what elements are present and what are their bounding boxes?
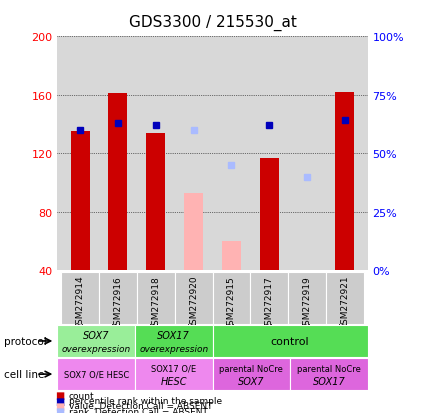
Bar	[71, 132, 90, 271]
Text: overexpression: overexpression	[62, 344, 131, 353]
Text: value, Detection Call = ABSENT: value, Detection Call = ABSENT	[69, 401, 212, 411]
Text: GSM272915: GSM272915	[227, 275, 236, 330]
Text: SOX7: SOX7	[238, 376, 264, 386]
Bar	[135, 325, 212, 357]
Bar	[222, 241, 241, 271]
Text: GSM272917: GSM272917	[265, 275, 274, 330]
Text: ■: ■	[55, 396, 65, 406]
Text: ■: ■	[55, 401, 65, 411]
Bar	[335, 93, 354, 271]
Text: SOX7: SOX7	[83, 330, 109, 340]
Text: GSM272920: GSM272920	[189, 275, 198, 330]
Text: GDS3300 / 215530_at: GDS3300 / 215530_at	[128, 14, 296, 31]
Text: GSM272916: GSM272916	[113, 275, 122, 330]
Text: parental NoCre: parental NoCre	[297, 364, 361, 373]
Text: control: control	[271, 336, 309, 346]
Bar	[61, 273, 99, 324]
Bar	[57, 358, 135, 390]
Text: count: count	[69, 391, 94, 400]
Text: overexpression: overexpression	[139, 344, 208, 353]
Text: SOX7 O/E HESC: SOX7 O/E HESC	[63, 370, 129, 379]
Bar	[260, 158, 279, 271]
Bar	[212, 273, 250, 324]
Bar	[212, 358, 290, 390]
Bar	[290, 358, 368, 390]
Text: HESC: HESC	[161, 376, 187, 386]
Bar	[57, 325, 135, 357]
Bar	[184, 193, 203, 271]
Bar	[99, 273, 137, 324]
Bar	[326, 273, 364, 324]
Text: ■: ■	[55, 390, 65, 400]
Text: SOX17: SOX17	[157, 330, 190, 340]
Text: cell line: cell line	[4, 369, 45, 379]
Bar	[250, 273, 288, 324]
Bar	[288, 273, 326, 324]
Bar	[146, 133, 165, 271]
Text: GSM272918: GSM272918	[151, 275, 160, 330]
Bar	[108, 94, 128, 271]
Bar	[175, 273, 212, 324]
Text: parental NoCre: parental NoCre	[219, 364, 283, 373]
Text: percentile rank within the sample: percentile rank within the sample	[69, 396, 222, 405]
Bar	[212, 325, 368, 357]
Text: rank, Detection Call = ABSENT: rank, Detection Call = ABSENT	[69, 407, 208, 413]
Text: protocol: protocol	[4, 336, 47, 346]
Text: SOX17 O/E: SOX17 O/E	[151, 364, 196, 373]
Text: GSM272921: GSM272921	[340, 275, 349, 330]
Text: GSM272914: GSM272914	[76, 275, 85, 330]
Text: GSM272919: GSM272919	[303, 275, 312, 330]
Text: SOX17: SOX17	[312, 376, 345, 386]
Bar	[298, 271, 317, 275]
Bar	[135, 358, 212, 390]
Bar	[137, 273, 175, 324]
Text: ■: ■	[55, 406, 65, 413]
